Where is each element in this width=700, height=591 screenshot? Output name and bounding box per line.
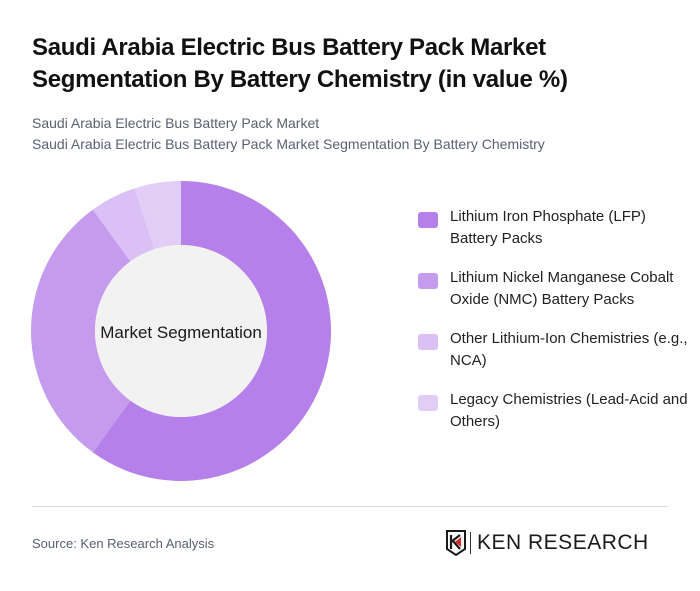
legend-swatch-icon xyxy=(418,273,438,289)
chart-subtitle: Saudi Arabia Electric Bus Battery Pack M… xyxy=(32,113,545,155)
legend-item-legacy[interactable]: Legacy Chemistries (Lead-Acid and Others… xyxy=(418,389,688,433)
subtitle-line-2: Saudi Arabia Electric Bus Battery Pack M… xyxy=(32,136,545,152)
legend-item-lfp[interactable]: Lithium Iron Phosphate (LFP) Battery Pac… xyxy=(418,206,688,250)
donut-slices xyxy=(30,181,332,481)
donut-slice[interactable] xyxy=(30,209,131,453)
legend-label: Other Lithium-Ion Chemistries (e.g., NCA… xyxy=(450,330,688,369)
donut-chart: Market Segmentation xyxy=(30,181,332,481)
legend-swatch-icon xyxy=(418,212,438,228)
legend-label: Lithium Nickel Manganese Cobalt Oxide (N… xyxy=(450,269,674,308)
donut-hole xyxy=(95,245,267,417)
ken-research-logo: KEN RESEARCH xyxy=(446,528,649,558)
chart-legend: Lithium Iron Phosphate (LFP) Battery Pac… xyxy=(418,206,688,450)
logo-text: KEN RESEARCH xyxy=(477,531,649,554)
legend-item-other-li-ion[interactable]: Other Lithium-Ion Chemistries (e.g., NCA… xyxy=(418,328,688,372)
donut-center-label: Market Segmentation xyxy=(100,323,262,342)
legend-swatch-icon xyxy=(418,395,438,411)
legend-label: Legacy Chemistries (Lead-Acid and Others… xyxy=(450,391,688,430)
legend-swatch-icon xyxy=(418,334,438,350)
donut-slice[interactable] xyxy=(92,188,155,262)
legend-item-nmc[interactable]: Lithium Nickel Manganese Cobalt Oxide (N… xyxy=(418,267,688,311)
source-note: Source: Ken Research Analysis xyxy=(32,536,215,551)
chart-title: Saudi Arabia Electric Bus Battery Pack M… xyxy=(32,34,568,93)
donut-slice[interactable] xyxy=(92,181,332,481)
donut-slice[interactable] xyxy=(134,181,181,250)
subtitle-line-1: Saudi Arabia Electric Bus Battery Pack M… xyxy=(32,115,320,131)
ken-research-shield-icon xyxy=(446,530,466,556)
legend-label: Lithium Iron Phosphate (LFP) Battery Pac… xyxy=(450,208,646,247)
logo-divider xyxy=(470,532,471,554)
footer-divider xyxy=(32,506,668,507)
